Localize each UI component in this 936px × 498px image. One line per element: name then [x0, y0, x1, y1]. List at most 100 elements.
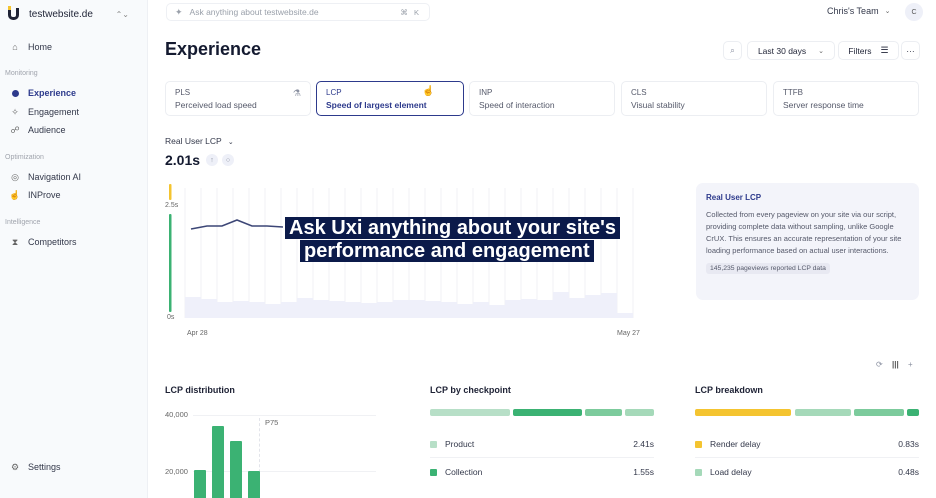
- sidebar-item-inprove[interactable]: ☝ INProve: [0, 186, 147, 204]
- metric-label: Real User LCP: [165, 136, 222, 146]
- x-tick: May 27: [617, 330, 640, 337]
- tab-lcp[interactable]: LCP Speed of largest element ☝: [316, 81, 464, 116]
- tab-desc: Perceived load speed: [175, 100, 257, 110]
- tab-pls[interactable]: PLS Perceived load speed ⚗: [165, 81, 311, 116]
- sidebar-item-settings[interactable]: ⚙ Settings: [0, 458, 147, 476]
- tab-desc: Visual stability: [631, 100, 685, 110]
- y-tick: 2.5s: [165, 202, 179, 209]
- legend-swatch: [695, 468, 702, 476]
- avatar[interactable]: C: [905, 3, 923, 21]
- section-monitoring: Monitoring: [5, 70, 38, 77]
- competitors-icon: ⧗: [11, 236, 19, 247]
- sidebar-item-audience[interactable]: ☍ Audience: [0, 121, 147, 139]
- row-value: 0.48s: [898, 467, 919, 477]
- checkpoint-row-product[interactable]: Product 2.41s: [430, 434, 654, 454]
- sidebar-item-engagement[interactable]: ✧ Engagement: [0, 103, 147, 121]
- gear-icon: ⚙: [10, 461, 20, 472]
- row-value: 2.41s: [633, 439, 654, 449]
- sidebar-item-competitors[interactable]: ⧗ Competitors: [0, 233, 147, 251]
- divider: [430, 457, 654, 458]
- sidebar-item-navigation-ai[interactable]: ◎ Navigation AI: [0, 168, 147, 186]
- ask-input[interactable]: ✦ Ask anything about testwebsite.de ⌘ K: [166, 3, 430, 21]
- row-value: 1.55s: [633, 467, 654, 477]
- sidebar-item-label: Audience: [28, 125, 66, 135]
- search-icon: ⌕: [730, 45, 735, 55]
- pageviews-chip: 145,235 pageviews reported LCP data: [706, 263, 830, 274]
- breakdown-seg: [907, 409, 919, 416]
- site-switcher[interactable]: testwebsite.de ⌃⌄: [0, 2, 147, 26]
- more-icon: ···: [906, 45, 915, 56]
- y-tick: 20,000: [165, 467, 188, 476]
- team-name: Chris's Team: [827, 6, 879, 16]
- chevron-updown-icon: ⌃⌄: [115, 9, 129, 19]
- gridline: [193, 471, 376, 472]
- breakdown-seg-load: [795, 409, 851, 416]
- p75-label: P75: [265, 418, 279, 427]
- row-label: Load delay: [710, 467, 752, 477]
- cursor-hand-icon: ☝: [422, 86, 435, 97]
- sidebar-item-label: Home: [28, 42, 53, 52]
- add-icon[interactable]: +: [908, 360, 913, 369]
- legend-swatch: [695, 440, 702, 448]
- more-button[interactable]: ···: [901, 41, 920, 60]
- x-tick: Apr 28: [187, 330, 208, 337]
- metric-select[interactable]: Real User LCP ⌄: [165, 136, 234, 146]
- refresh-icon[interactable]: ⟳: [876, 360, 883, 369]
- sidebar: testwebsite.de ⌃⌄ ⌂ Home Monitoring Expe…: [0, 0, 148, 498]
- audience-icon: ☍: [10, 124, 20, 135]
- dist-bar: [230, 441, 242, 498]
- navigation-icon: ◎: [11, 171, 19, 182]
- date-range-select[interactable]: Last 30 days ⌄: [747, 41, 835, 60]
- sidebar-item-label: Competitors: [28, 237, 77, 247]
- breakdown-row-render[interactable]: Render delay 0.83s: [695, 434, 919, 454]
- sidebar-item-experience[interactable]: Experience: [0, 84, 147, 102]
- inprove-icon: ☝: [9, 189, 21, 200]
- y-tick: 40,000: [165, 410, 188, 419]
- divider: [695, 457, 919, 458]
- checkpoint-seg: [625, 409, 654, 416]
- info-body: Collected from every pageview on your si…: [706, 210, 902, 255]
- team-switcher[interactable]: Chris's Team ⌄: [827, 6, 890, 16]
- info-icon[interactable]: ○: [222, 154, 234, 166]
- filters-label: Filters: [848, 45, 872, 56]
- tab-key: TTFB: [783, 88, 803, 97]
- tab-desc: Speed of largest element: [326, 100, 427, 110]
- row-label: Product: [445, 439, 475, 449]
- ask-placeholder: Ask anything about testwebsite.de: [189, 7, 319, 17]
- p75-line: [259, 418, 260, 498]
- tab-key: LCP: [326, 88, 342, 97]
- distribution-title: LCP distribution: [165, 385, 235, 395]
- checkpoint-row-collection[interactable]: Collection 1.55s: [430, 462, 654, 482]
- columns-icon[interactable]: |||: [892, 360, 899, 369]
- sparkle-icon: ✦: [175, 6, 183, 17]
- section-optimization: Optimization: [5, 154, 44, 161]
- tab-cls[interactable]: CLS Visual stability: [621, 81, 767, 116]
- tab-inp[interactable]: INP Speed of interaction: [469, 81, 615, 116]
- row-value: 0.83s: [898, 439, 919, 449]
- experience-icon: [10, 88, 20, 98]
- search-button[interactable]: ⌕: [723, 41, 742, 60]
- tab-key: INP: [479, 88, 493, 97]
- checkpoint-title: LCP by checkpoint: [430, 385, 511, 395]
- y-tick: 0s: [167, 314, 175, 321]
- info-card: Real User LCP Collected from every pagev…: [696, 183, 919, 300]
- chevron-down-icon: ⌄: [227, 139, 234, 146]
- tab-ttfb[interactable]: TTFB Server response time: [773, 81, 919, 116]
- page-title: Experience: [165, 39, 262, 59]
- dist-bar: [248, 471, 260, 498]
- sidebar-item-home[interactable]: ⌂ Home: [0, 38, 147, 56]
- breakdown-row-load[interactable]: Load delay 0.48s: [695, 462, 919, 482]
- tab-key: CLS: [631, 88, 647, 97]
- filters-button[interactable]: Filters ☰: [838, 41, 899, 60]
- info-title: Real User LCP: [706, 193, 762, 202]
- flask-icon: ⚗: [292, 88, 301, 98]
- sliders-icon: ☰: [880, 45, 889, 55]
- chevron-down-icon: ⌄: [884, 8, 891, 15]
- dist-bar: [212, 426, 224, 498]
- legend-swatch: [430, 440, 437, 448]
- checkpoint-seg-collection: [513, 409, 582, 416]
- row-label: Collection: [445, 467, 483, 477]
- dist-bar: [194, 470, 206, 498]
- row-label: Render delay: [710, 439, 761, 449]
